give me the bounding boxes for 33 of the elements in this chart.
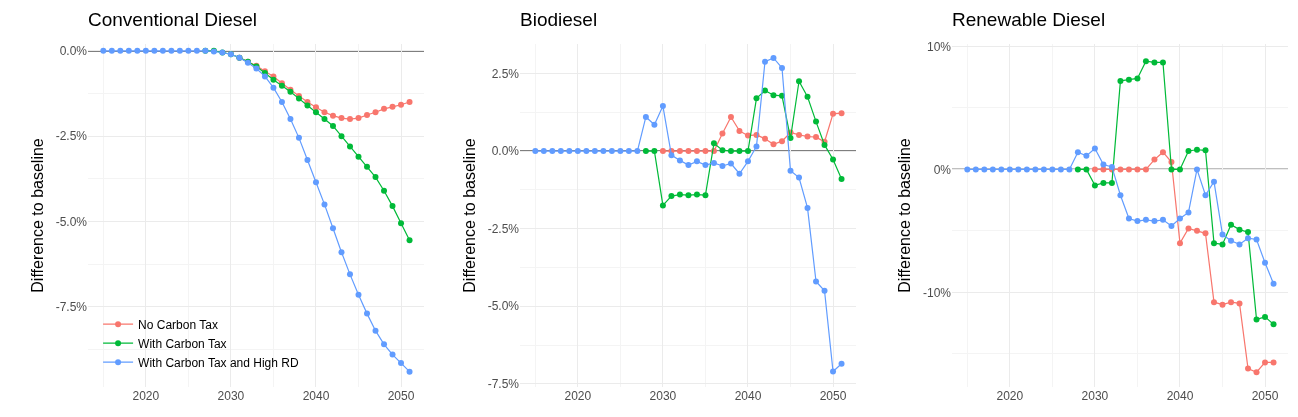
legend-label: No Carbon Tax [138,317,218,332]
y-axis-title: Difference to baseline [895,138,913,293]
x-tick-label: 2040 [302,389,330,403]
y-tick-label: -2.5% [55,129,88,144]
y-tick-label: 2.5% [491,66,520,81]
y-tick-label: -10% [922,285,952,300]
y-tick-label: -7.5% [487,377,520,392]
x-tick-label: 2030 [217,389,245,403]
y-tick-label: -2.5% [487,221,520,236]
y-axis-title: Difference to baseline [460,138,478,293]
x-tick-label: 2040 [734,389,762,403]
x-tick-label: 2020 [132,389,160,403]
y-tick-label: 0.0% [491,144,520,159]
x-tick-label: 2050 [1251,389,1279,403]
chart-title: Conventional Diesel [88,8,257,30]
x-tick-label: 2020 [564,389,592,403]
y-tick-label: -5.0% [487,299,520,314]
y-tick-label: 10% [926,39,952,54]
chart-title: Biodiesel [520,8,598,30]
y-tick-label: 0.0% [59,44,88,59]
legend-label: With Carbon Tax [138,336,227,351]
legend-label: With Carbon Tax and High RD [138,355,299,370]
x-tick-label: 2050 [387,389,415,403]
x-tick-label: 2030 [1081,389,1109,403]
y-axis-title: Difference to baseline [28,138,46,293]
x-tick-label: 2040 [1166,389,1194,403]
x-tick-label: 2050 [819,389,847,403]
y-tick-label: -7.5% [55,300,88,314]
y-tick-label: -5.0% [55,214,88,229]
x-tick-label: 2030 [649,389,677,403]
x-tick-label: 2020 [996,389,1024,403]
chart-title: Renewable Diesel [952,8,1106,30]
y-tick-label: 0% [933,162,952,177]
